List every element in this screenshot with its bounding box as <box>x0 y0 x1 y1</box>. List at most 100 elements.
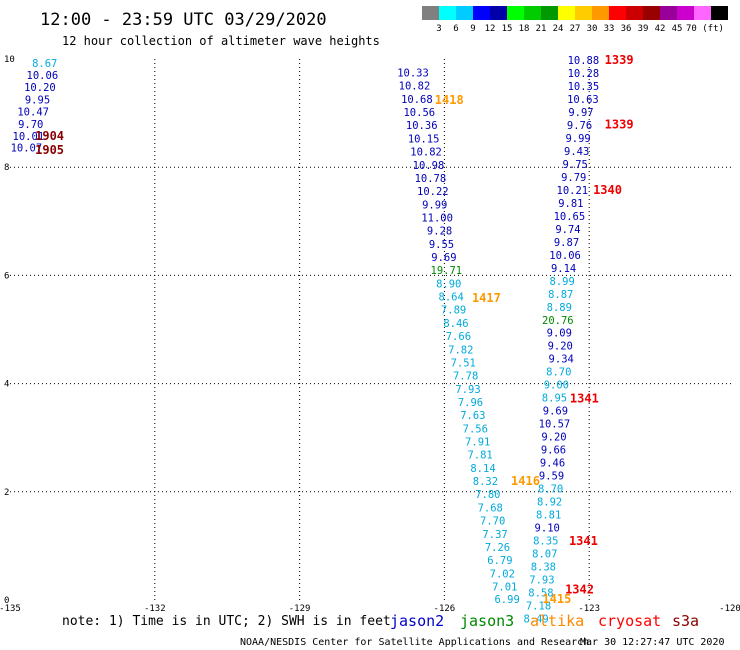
wave-height-label: 7.02 <box>490 568 515 580</box>
pass-time-label: 1340 <box>593 183 622 197</box>
y-tick-label: 4 <box>4 380 9 390</box>
wave-height-label: 10.35 <box>568 81 600 93</box>
x-tick-label: -123 <box>578 604 600 614</box>
wave-height-label: 7.91 <box>465 436 490 448</box>
wave-height-label: 10.98 <box>413 160 445 172</box>
wave-height-label: 9.28 <box>427 225 452 237</box>
colorbar-label: 18 <box>519 24 530 34</box>
wave-height-label: 8.81 <box>536 510 561 522</box>
wave-height-label: 10.68 <box>401 94 433 106</box>
y-tick-label: 0 <box>4 596 9 606</box>
colorbar-label: 45 <box>672 24 683 34</box>
colorbar-swatch <box>524 6 541 20</box>
x-tick-label: -120 <box>719 604 740 614</box>
footer-note: note: 1) Time is in UTC; 2) SWH is in fe… <box>62 614 391 629</box>
wave-height-label: 7.81 <box>467 449 492 461</box>
pass-time-label: 1341 <box>570 392 599 406</box>
wave-height-label: 7.01 <box>492 581 517 593</box>
pass-time-label: 1341 <box>569 534 598 548</box>
colorbar-swatch <box>677 6 694 20</box>
wave-height-label: 10.78 <box>415 173 447 185</box>
colorbar-swatch <box>541 6 558 20</box>
x-tick-label: -129 <box>289 604 311 614</box>
wave-height-label: 10.82 <box>410 147 442 159</box>
footer-timestamp: Mar 30 12:27:47 UTC 2020 <box>580 637 725 648</box>
colorbar-swatch <box>592 6 609 20</box>
colorbar-swatch <box>575 6 592 20</box>
wave-height-label: 9.59 <box>539 471 564 483</box>
data-points: 8.6710.0610.209.9510.479.7010.0110.0710.… <box>11 55 600 625</box>
wave-height-label: 10.07 <box>11 143 43 155</box>
colorbar-swatch <box>609 6 626 20</box>
wave-height-label: 10.57 <box>539 419 571 431</box>
wave-height-label: 9.69 <box>431 252 456 264</box>
wave-height-label: 10.56 <box>403 107 435 119</box>
wave-height-label: 7.70 <box>480 515 505 527</box>
satellite-legend-s3a: s3a <box>672 612 699 630</box>
wave-height-label: 9.99 <box>422 200 447 212</box>
wave-height-label: 9.34 <box>549 354 574 366</box>
colorbar-label: 15 <box>502 24 513 34</box>
colorbar-label: 30 <box>587 24 598 34</box>
wave-height-label: 8.90 <box>436 279 461 291</box>
wave-height-label: 7.68 <box>478 502 503 514</box>
wave-height-label: 7.93 <box>455 384 480 396</box>
colorbar-swatch <box>711 6 728 20</box>
colorbar-label: 3 <box>436 24 441 34</box>
colorbar-swatch <box>558 6 575 20</box>
colorbar-label: 27 <box>570 24 581 34</box>
wave-height-label: 7.56 <box>463 424 488 436</box>
wave-height-label: 8.64 <box>439 291 464 303</box>
wave-height-label: 9.20 <box>541 432 566 444</box>
colorbar-swatch <box>490 6 507 20</box>
chart-subtitle: 12 hour collection of altimeter wave hei… <box>62 34 380 48</box>
wave-height-label: 10.47 <box>17 106 49 118</box>
colorbar-swatch <box>473 6 490 20</box>
y-tick-label: 8 <box>4 163 9 173</box>
wave-height-label: 11.00 <box>421 213 453 225</box>
wave-height-label: 9.10 <box>535 523 560 535</box>
wave-height-label: 9.97 <box>568 107 593 119</box>
satellite-legend: jason2 jason3 altika cryosat s3a <box>390 612 699 630</box>
colorbar-label: 70 (ft) <box>686 24 724 34</box>
wave-height-label: 10.21 <box>557 185 589 197</box>
colorbar-legend: 3 6 9 12 15 18 21 24 27 30 33 36 39 42 45 70 (ft) <box>422 6 728 34</box>
axis-ticks: -135 -132 -129 -126 -123 -120 0 2 4 6 8 10 <box>0 55 740 614</box>
satellite-legend-jason3: jason3 <box>460 612 514 630</box>
wave-height-label: 7.66 <box>446 331 471 343</box>
colorbar-swatch <box>694 6 711 20</box>
wave-height-label: 9.69 <box>543 406 568 418</box>
colorbar-swatch <box>456 6 473 20</box>
pass-time-label: 1339 <box>605 117 634 131</box>
wave-height-label: 7.93 <box>529 574 554 586</box>
wave-height-label: 7.80 <box>475 489 500 501</box>
wave-height-label: 8.32 <box>473 476 498 488</box>
colorbar-label: 39 <box>638 24 649 34</box>
colorbar-swatch <box>643 6 660 20</box>
y-tick-label: 6 <box>4 271 9 281</box>
colorbar-label: 6 <box>453 24 458 34</box>
wave-height-label: 9.81 <box>558 198 583 210</box>
pass-time-label: 1905 <box>35 143 64 157</box>
wave-height-label: 8.67 <box>32 58 57 70</box>
colorbar-swatch <box>422 6 439 20</box>
wave-height-label: 8.58 <box>528 587 553 599</box>
wave-height-label: 8.87 <box>548 289 573 301</box>
wave-height-label: 10.88 <box>568 55 600 67</box>
wave-height-label: 7.78 <box>453 370 478 382</box>
colorbar-swatch <box>439 6 456 20</box>
plot-grid <box>10 59 734 600</box>
wave-height-label: 20.76 <box>542 315 574 327</box>
satellite-legend-cryosat: cryosat <box>598 612 661 630</box>
colorbar-swatch <box>626 6 643 20</box>
wave-height-label: 7.18 <box>526 600 551 612</box>
colorbar-label: 42 <box>655 24 666 34</box>
wave-height-label: 9.79 <box>561 172 586 184</box>
wave-height-label: 8.92 <box>537 497 562 509</box>
pass-time-label: 1339 <box>605 53 634 67</box>
colorbar-label: 21 <box>536 24 547 34</box>
wave-height-label: 8.07 <box>532 548 557 560</box>
pass-time-label: 1418 <box>435 93 464 107</box>
